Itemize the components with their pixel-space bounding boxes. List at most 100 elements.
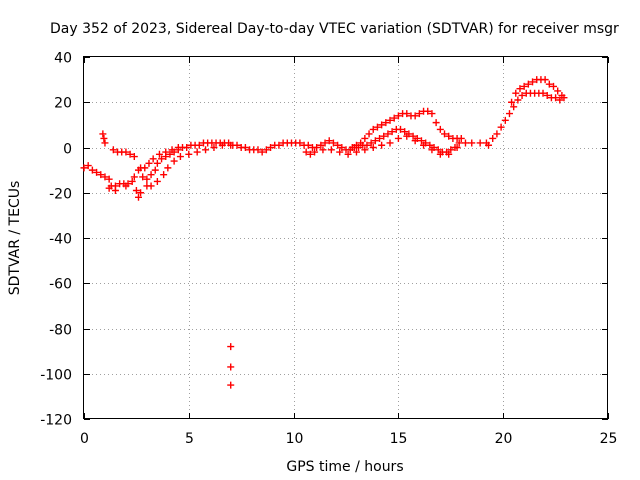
data-point — [105, 184, 113, 192]
data-point — [394, 112, 402, 120]
data-point — [352, 141, 360, 149]
data-point — [130, 173, 138, 181]
data-point — [367, 139, 375, 147]
data-point — [468, 139, 476, 147]
data-point — [524, 80, 532, 88]
x-tick-label: 25 — [600, 431, 618, 447]
data-point — [384, 130, 392, 138]
data-point — [145, 159, 153, 167]
data-point — [476, 139, 484, 147]
data-point — [411, 137, 419, 145]
data-point — [158, 155, 166, 163]
data-point — [134, 193, 142, 201]
data-point — [545, 80, 553, 88]
data-point — [552, 94, 560, 102]
data-point — [137, 189, 145, 197]
data-point — [162, 148, 170, 156]
data-point — [558, 91, 566, 99]
data-point — [485, 141, 493, 149]
data-point — [415, 110, 423, 118]
data-point — [428, 146, 436, 154]
data-point — [445, 150, 453, 158]
data-point — [369, 125, 377, 133]
data-point — [267, 144, 275, 151]
series-main-trace — [80, 89, 568, 190]
data-point — [388, 128, 396, 136]
data-point — [218, 141, 226, 149]
data-point — [390, 114, 398, 122]
data-point — [508, 98, 516, 106]
y-tick-label: -120 — [40, 413, 72, 429]
data-point — [302, 148, 310, 156]
data-point — [417, 137, 425, 145]
data-point — [403, 132, 411, 140]
data-point — [97, 171, 105, 179]
data-point — [327, 146, 335, 154]
data-point — [93, 168, 101, 176]
data-point — [447, 146, 455, 154]
data-point — [254, 146, 262, 154]
data-point — [371, 137, 379, 145]
data-point — [554, 87, 562, 95]
data-point — [441, 130, 449, 138]
data-point — [176, 153, 184, 161]
data-point — [352, 148, 360, 156]
data-point — [512, 89, 520, 97]
y-tick-label: 20 — [54, 96, 72, 112]
data-point — [436, 125, 444, 133]
data-point — [396, 125, 404, 133]
tick-labels: 0 5 10 15 20 25 -120 -100 -80 -60 -40 -20 0 20 40 — [40, 51, 617, 448]
data-point — [160, 171, 168, 179]
data-point — [424, 107, 432, 115]
data-point — [128, 177, 136, 185]
data-point — [501, 116, 509, 124]
data-point — [296, 139, 304, 147]
data-point — [101, 173, 109, 181]
data-point — [516, 85, 524, 93]
data-point — [153, 159, 161, 167]
data-point — [455, 139, 463, 147]
y-tick-label: 0 — [63, 142, 72, 158]
data-point — [233, 141, 241, 149]
data-point — [84, 162, 92, 170]
data-point — [141, 164, 149, 172]
data-point — [168, 146, 176, 154]
data-point — [227, 363, 235, 371]
x-tick-label: 20 — [495, 431, 513, 447]
data-point — [382, 119, 390, 127]
data-point — [321, 139, 329, 147]
data-point — [174, 144, 182, 151]
data-point — [143, 175, 151, 183]
data-point — [313, 144, 321, 151]
data-point — [329, 139, 337, 147]
data-point — [445, 132, 453, 140]
data-point — [386, 116, 394, 124]
data-point — [518, 91, 526, 99]
data-point — [411, 112, 419, 120]
series-outliers — [227, 343, 235, 389]
data-point — [378, 121, 386, 129]
data-point — [317, 141, 325, 149]
data-point — [365, 130, 373, 138]
data-point — [100, 134, 108, 142]
data-point — [426, 141, 434, 149]
data-point — [183, 144, 191, 151]
data-points — [80, 76, 568, 389]
data-point — [155, 150, 163, 158]
data-point — [306, 150, 314, 158]
data-point — [357, 139, 365, 147]
chart-title: Day 352 of 2023, Sidereal Day-to-day VTE… — [50, 21, 619, 37]
data-point — [436, 150, 444, 158]
data-point — [99, 130, 107, 138]
data-point — [166, 150, 174, 158]
data-point — [319, 146, 327, 154]
data-point — [88, 166, 96, 174]
data-point — [348, 144, 356, 151]
data-point — [258, 148, 266, 156]
data-point — [386, 139, 394, 147]
y-tick-label: -20 — [49, 187, 72, 203]
data-point — [361, 146, 369, 154]
data-point — [344, 150, 352, 158]
data-point — [363, 141, 371, 149]
